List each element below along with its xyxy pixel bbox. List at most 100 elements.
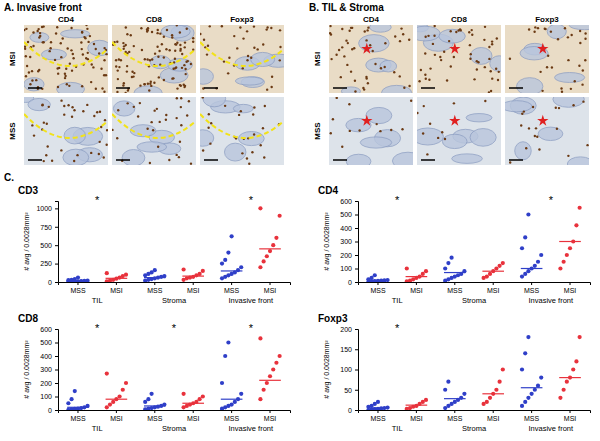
- data-point: [111, 400, 115, 404]
- stained-cell: [584, 38, 586, 40]
- chart: CD302505007501000MSSMSIMSSMSIMSSMSITILSt…: [18, 185, 291, 305]
- stained-cell: [150, 81, 152, 83]
- marks: [366, 335, 581, 410]
- stained-cell: [43, 160, 45, 162]
- stained-cell: [248, 162, 250, 164]
- micrograph: [505, 25, 589, 93]
- stained-cell: [440, 59, 442, 61]
- stained-cell: [433, 25, 435, 27]
- stained-cell: [188, 100, 190, 102]
- group-label: Stroma: [462, 296, 487, 305]
- stained-cell: [163, 36, 165, 38]
- stained-cell: [354, 90, 356, 92]
- stained-cell: [143, 83, 145, 85]
- stained-cell: [123, 48, 125, 50]
- scale-bar: [204, 159, 218, 161]
- stained-cell: [484, 26, 486, 28]
- data-point: [223, 354, 227, 358]
- mean-line: [106, 278, 128, 279]
- data-point: [198, 272, 202, 276]
- stained-cell: [560, 87, 562, 89]
- stained-cell: [179, 84, 181, 86]
- x-tick-label: MSI: [487, 287, 500, 294]
- y-tick-mark: [55, 356, 58, 357]
- stained-cell: [166, 29, 168, 31]
- stained-cell: [250, 56, 252, 58]
- y-tick-mark: [355, 349, 358, 350]
- stained-cell: [425, 78, 427, 80]
- group-label: TIL: [92, 296, 103, 305]
- stained-cell: [581, 83, 583, 85]
- stained-cell: [146, 128, 148, 130]
- y-tick: 50: [344, 386, 358, 393]
- micrograph-background: [112, 25, 196, 93]
- stained-cell: [105, 144, 107, 146]
- x-tick-label: MSI: [110, 415, 123, 422]
- stained-cell: [484, 66, 486, 68]
- y-axis-title: # avg / 0.0028mm²: [23, 212, 31, 271]
- stained-cell: [453, 102, 455, 104]
- mean-line: [406, 405, 428, 406]
- stained-cell: [90, 81, 92, 83]
- stained-cell: [147, 82, 149, 84]
- invasive-front-line: [24, 114, 108, 138]
- mean-line: [559, 241, 581, 242]
- column-label: CD8: [146, 15, 163, 24]
- stained-cell: [120, 59, 122, 61]
- stained-cell: [122, 84, 124, 86]
- mean-line: [67, 407, 89, 408]
- chart: CD40100200300400500600MSSMSIMSSMSIMSSMSI…: [318, 185, 591, 305]
- gland: [567, 157, 589, 165]
- stained-cell: [80, 41, 82, 43]
- gland: [251, 52, 275, 66]
- x-tick: MSI: [187, 282, 200, 294]
- data-point: [520, 367, 524, 371]
- stained-cell: [130, 34, 132, 36]
- stained-cell: [118, 66, 120, 68]
- stained-cell: [567, 36, 569, 38]
- data-point: [373, 273, 377, 277]
- stained-cell: [141, 49, 143, 51]
- stained-cell: [393, 71, 395, 73]
- gland: [569, 25, 589, 30]
- data-point: [376, 400, 380, 404]
- stained-cell: [408, 39, 410, 41]
- stained-cell: [428, 79, 430, 81]
- y-axis-line: [355, 330, 359, 411]
- data-point: [230, 234, 234, 238]
- data-point: [258, 336, 262, 340]
- stained-cell: [417, 112, 419, 114]
- stained-cell: [238, 114, 240, 116]
- stained-cell: [116, 137, 118, 139]
- stained-cell: [151, 58, 153, 60]
- stained-cell: [209, 25, 211, 27]
- chart-title: CD8: [18, 313, 38, 324]
- stained-cell: [330, 33, 332, 35]
- stained-cell: [156, 32, 158, 34]
- y-tick: 0: [348, 279, 358, 286]
- x-tick-mark: [154, 282, 155, 285]
- data-point: [262, 259, 266, 263]
- stained-cell: [116, 91, 118, 93]
- stained-cell: [437, 137, 439, 139]
- stained-cell: [183, 64, 185, 66]
- y-tick: 1000: [36, 205, 58, 212]
- x-tick-mark: [116, 282, 117, 285]
- stained-cell: [253, 25, 255, 27]
- x-tick-mark: [570, 410, 571, 413]
- stained-cell: [64, 75, 66, 77]
- stroma-marker: [361, 43, 372, 54]
- y-tick-mark: [55, 264, 58, 265]
- stained-cell: [39, 32, 41, 34]
- significance-mark: *: [249, 194, 254, 206]
- y-axis: 0100200300400500600: [340, 198, 358, 286]
- y-tick-label: 300: [340, 238, 352, 245]
- stained-cell: [176, 42, 178, 44]
- row-label: MSS: [8, 122, 17, 140]
- y-tick: 600: [40, 326, 58, 333]
- data-point: [73, 389, 77, 393]
- stained-cell: [91, 63, 93, 65]
- micrograph: [505, 97, 589, 165]
- x-tick-label: MSI: [264, 287, 277, 294]
- stained-cell: [148, 89, 150, 91]
